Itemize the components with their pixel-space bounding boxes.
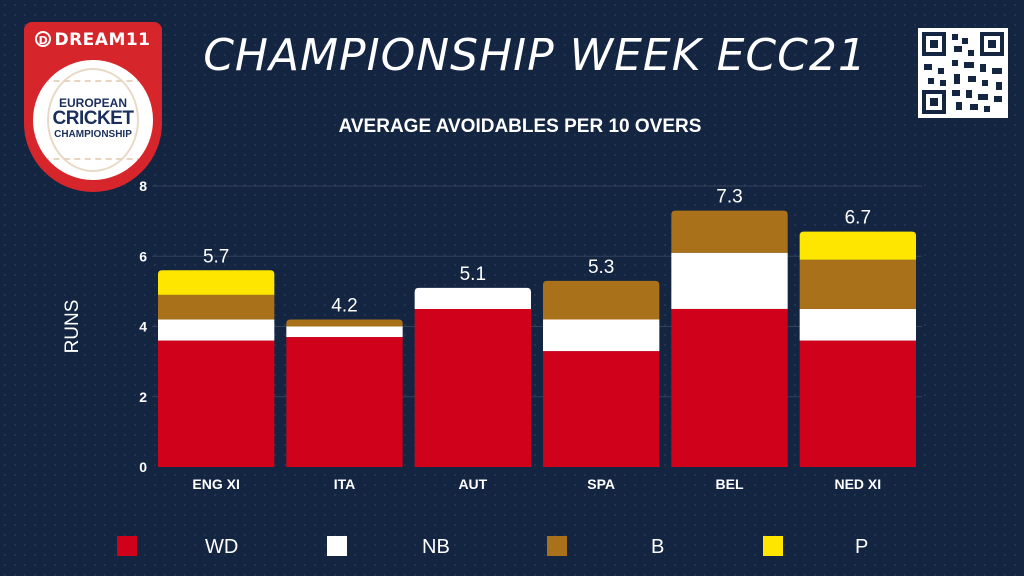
bar-spa-wd <box>543 351 660 467</box>
x-tick-label-spa: SPA <box>587 476 615 492</box>
logo-line-european: EUROPEAN <box>58 96 127 110</box>
y-tick-label-2: 2 <box>139 389 147 405</box>
bar-eng-xi-nb <box>158 319 275 341</box>
bar-spa-b <box>543 280 660 320</box>
bar-bel-nb <box>671 252 788 309</box>
bar-aut-nb <box>414 287 531 309</box>
total-label-bel: 7.3 <box>716 187 742 208</box>
bar-ita-wd <box>286 337 403 467</box>
chart-title: AVERAGE AVOIDABLES PER 10 OVERS <box>338 116 702 137</box>
bar-ita-b <box>286 319 403 327</box>
cricket-ball-icon <box>47 68 139 172</box>
bar-aut-wd <box>414 308 531 467</box>
page-title: CHAMPIONSHIP WEEK ECC21 <box>203 30 867 81</box>
y-tick-label-0: 0 <box>139 459 147 475</box>
bar-ned-xi-wd <box>799 340 916 467</box>
qr-code-graphic <box>922 32 1004 114</box>
legend-label-wd: WD <box>205 536 239 558</box>
bar-spa-nb <box>543 319 660 352</box>
bar-eng-xi-b <box>158 294 275 320</box>
total-label-aut: 5.1 <box>460 264 486 285</box>
x-tick-label-eng-xi: ENG XI <box>192 476 239 492</box>
bar-ita-nb <box>286 326 403 338</box>
total-label-eng-xi: 5.7 <box>203 246 229 267</box>
legend-swatch-b <box>547 536 567 556</box>
bar-ned-xi-b <box>799 259 916 309</box>
legend-swatch-wd <box>117 536 137 556</box>
dream11-text: DREAM11 <box>54 30 151 50</box>
cricket-ball-badge: EUROPEAN CRICKET CHAMPIONSHIP <box>33 60 153 180</box>
legend-label-p: P <box>855 536 869 558</box>
x-tick-label-ned-xi: NED XI <box>834 476 881 492</box>
logo-line-cricket: CRICKET <box>52 108 134 129</box>
bar-eng-xi-p <box>158 270 275 295</box>
ball-seam-top <box>43 80 143 82</box>
bar-eng-xi-wd <box>158 340 275 467</box>
y-tick-label-4: 4 <box>139 319 147 335</box>
logo-line-championship: CHAMPIONSHIP <box>54 129 132 140</box>
x-tick-label-bel: BEL <box>716 476 744 492</box>
x-tick-label-aut: AUT <box>458 476 487 492</box>
qr-code-icon <box>918 28 1008 118</box>
y-tick-label-6: 6 <box>139 248 147 264</box>
bar-bel-wd <box>671 308 788 467</box>
total-label-ita: 4.2 <box>331 295 357 316</box>
y-tick-label-8: 8 <box>139 178 147 194</box>
total-label-ned-xi: 6.7 <box>845 208 871 229</box>
y-axis-label: RUNS <box>62 300 83 354</box>
bar-ned-xi-nb <box>799 308 916 341</box>
bar-bel-b <box>671 210 788 253</box>
bar-ned-xi-p <box>799 231 916 260</box>
legend-swatch-nb <box>327 536 347 556</box>
legend-label-b: B <box>651 536 665 558</box>
total-label-spa: 5.3 <box>588 257 614 278</box>
legend-swatch-p <box>763 536 783 556</box>
ecc-logo: D DREAM11 EUROPEAN CRICKET CHAMPIONSHIP <box>24 22 162 192</box>
ball-seam-bottom <box>43 158 143 160</box>
x-tick-label-ita: ITA <box>334 476 356 492</box>
dream11-brand: D DREAM11 <box>24 30 162 50</box>
legend-label-nb: NB <box>422 536 450 558</box>
dream11-icon: D <box>35 31 52 47</box>
